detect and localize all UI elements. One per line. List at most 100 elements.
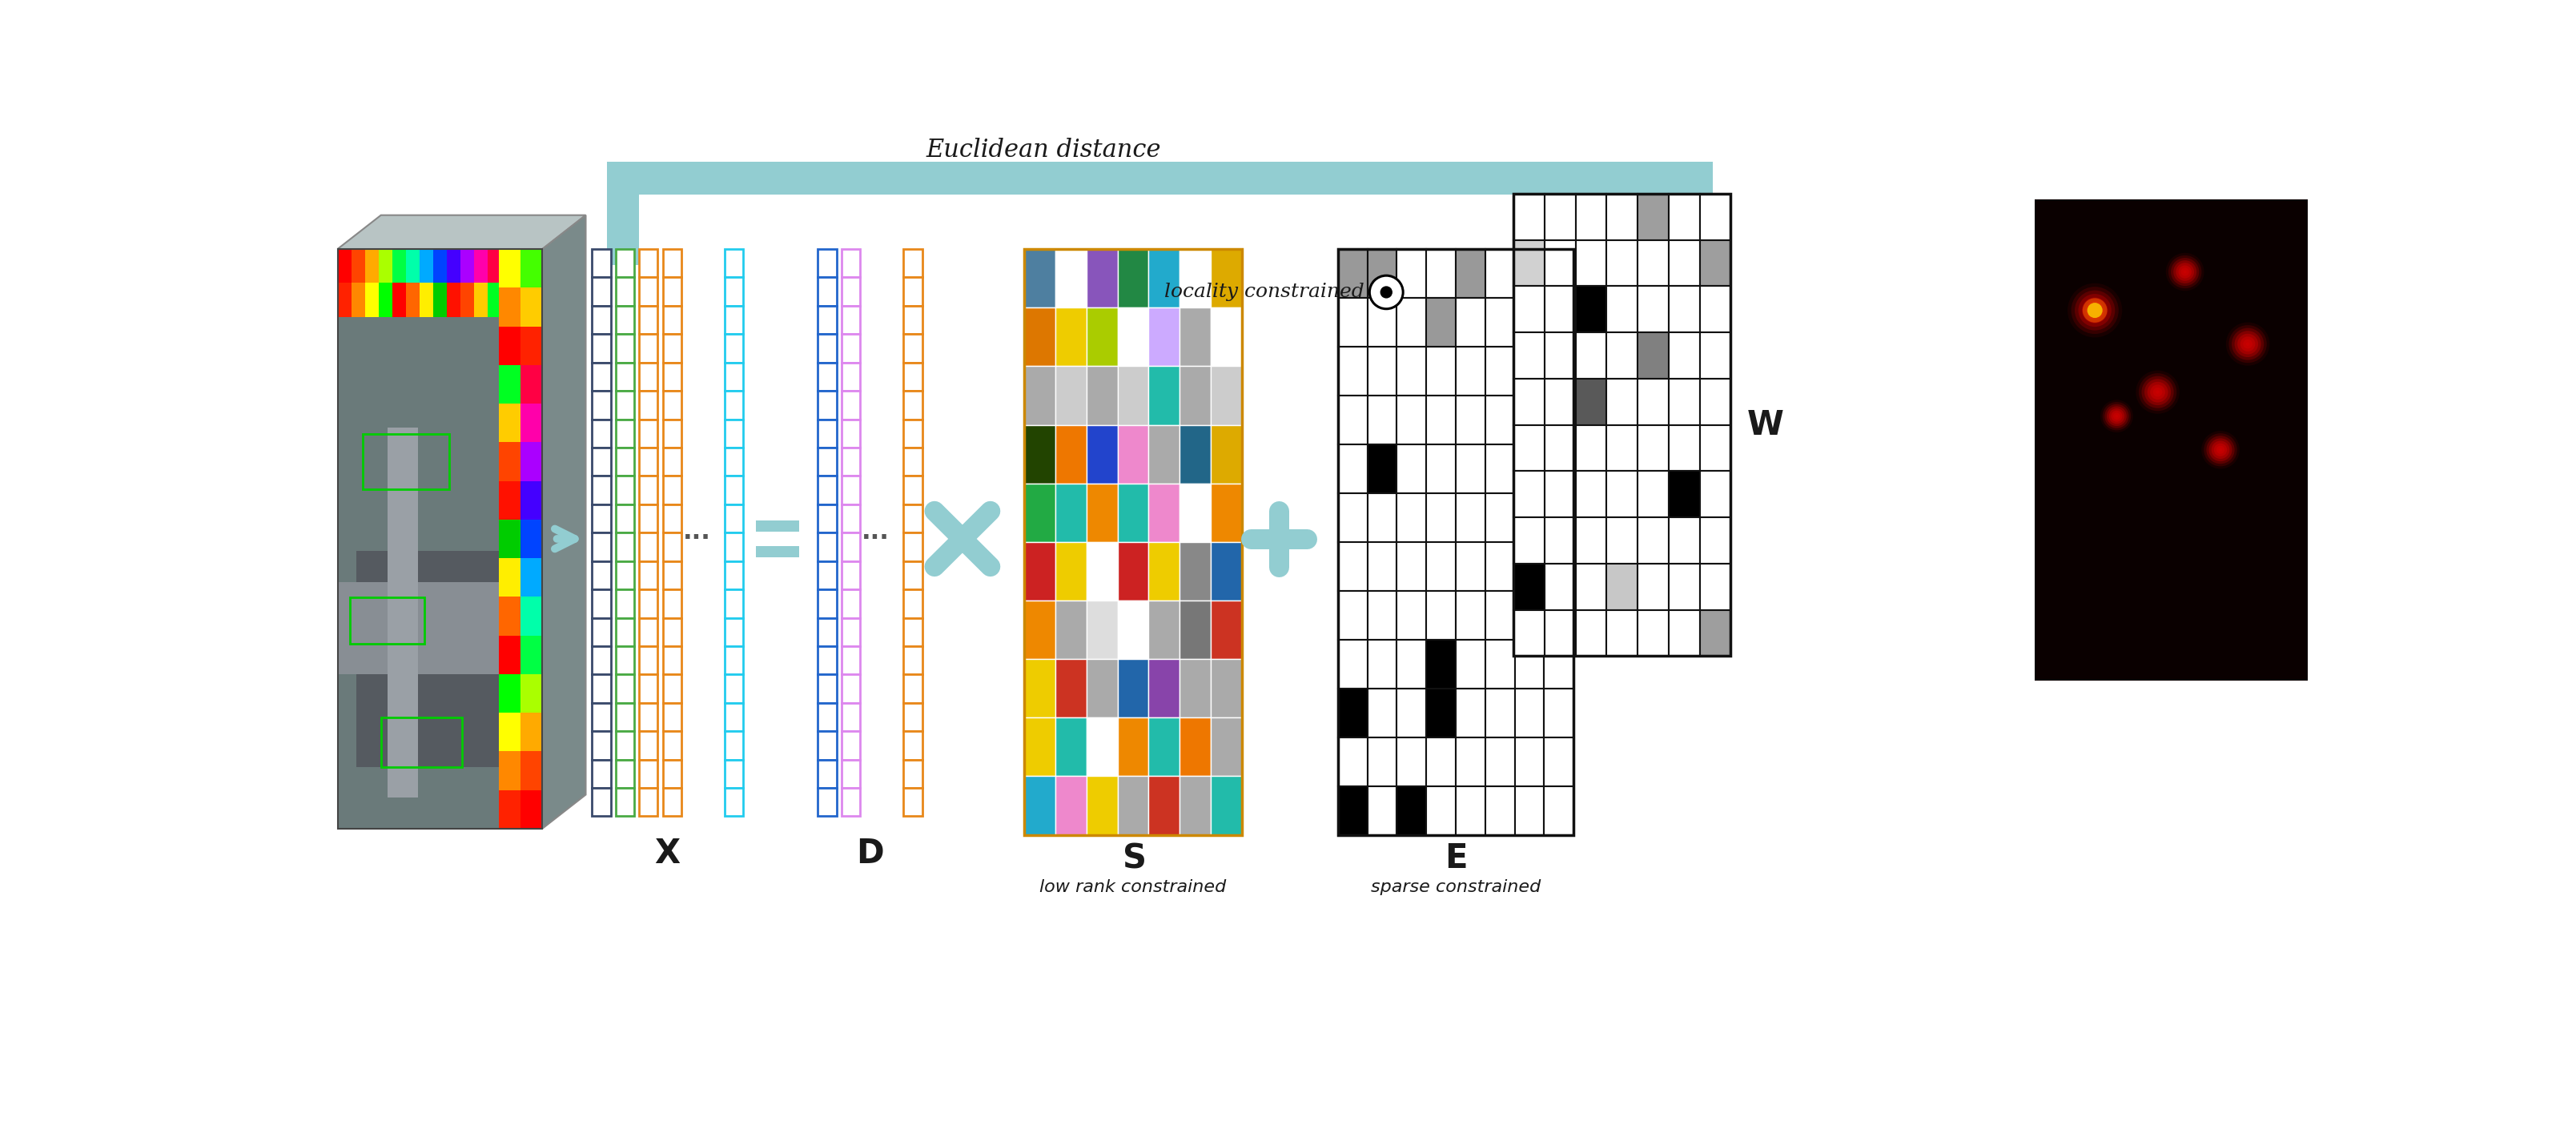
Bar	[1515, 737, 1543, 786]
Bar	[1515, 518, 1546, 564]
Bar	[1025, 776, 1056, 835]
Bar	[1025, 659, 1056, 718]
Bar	[1180, 659, 1211, 718]
Bar	[616, 249, 634, 278]
Bar	[1543, 786, 1574, 835]
Bar	[461, 249, 474, 284]
Bar	[1486, 639, 1515, 688]
Bar	[1455, 737, 1486, 786]
Bar	[592, 675, 611, 703]
Bar	[1149, 542, 1180, 601]
Bar	[1180, 249, 1211, 307]
Bar	[1025, 367, 1056, 425]
Bar	[1486, 298, 1515, 346]
Bar	[1515, 493, 1543, 542]
Bar	[520, 326, 544, 364]
Bar	[1180, 307, 1211, 367]
Circle shape	[2112, 411, 2123, 422]
Bar	[662, 504, 680, 532]
Bar	[1543, 591, 1574, 639]
Bar	[842, 249, 860, 278]
Bar	[1577, 240, 1607, 286]
Bar	[842, 590, 860, 618]
Bar	[1368, 249, 1396, 298]
Bar	[616, 561, 634, 590]
Bar	[1427, 639, 1455, 688]
Bar	[592, 703, 611, 731]
Bar	[1515, 396, 1543, 444]
Circle shape	[2071, 287, 2117, 334]
Bar	[842, 532, 860, 561]
Bar	[755, 547, 799, 557]
Circle shape	[2231, 328, 2264, 360]
Bar	[616, 476, 634, 504]
Bar	[592, 759, 611, 788]
Bar	[842, 787, 860, 817]
Bar	[842, 675, 860, 703]
Bar	[639, 476, 657, 504]
Bar	[639, 532, 657, 561]
Bar	[1455, 249, 1486, 298]
Bar	[500, 596, 520, 636]
Bar	[1149, 484, 1180, 542]
Bar	[1486, 737, 1515, 786]
Bar	[662, 420, 680, 448]
Bar	[639, 390, 657, 420]
Bar	[1700, 240, 1731, 286]
Bar	[639, 504, 657, 532]
Circle shape	[2218, 448, 2223, 451]
Bar	[1149, 307, 1180, 367]
Bar	[1515, 249, 1543, 298]
Bar	[1543, 346, 1574, 396]
Bar	[1427, 396, 1455, 444]
Bar	[1118, 425, 1149, 484]
Bar	[639, 334, 657, 362]
Bar	[1486, 688, 1515, 737]
Bar	[1056, 307, 1087, 367]
Bar	[592, 306, 611, 334]
Bar	[592, 504, 611, 532]
Bar	[1577, 332, 1607, 378]
Bar	[1368, 444, 1396, 493]
Bar	[520, 480, 544, 520]
Bar	[1368, 737, 1396, 786]
Bar	[616, 618, 634, 646]
Bar	[1396, 396, 1427, 444]
Bar	[1455, 542, 1486, 591]
Bar	[1669, 332, 1700, 378]
Circle shape	[2210, 441, 2231, 459]
Bar	[1211, 484, 1242, 542]
Bar	[616, 420, 634, 448]
Circle shape	[2087, 302, 2105, 320]
Bar	[392, 249, 407, 284]
Bar	[500, 326, 520, 364]
Bar	[1546, 564, 1577, 610]
Bar	[724, 618, 744, 646]
Bar	[1337, 688, 1368, 737]
Bar	[817, 504, 837, 532]
Bar	[1337, 396, 1368, 444]
Bar	[1396, 444, 1427, 493]
Bar	[1025, 542, 1056, 601]
Bar	[662, 703, 680, 731]
Bar	[1455, 639, 1486, 688]
Bar	[1118, 776, 1149, 835]
Bar	[1607, 193, 1638, 240]
Bar	[1087, 718, 1118, 776]
Bar	[433, 249, 446, 284]
Bar	[592, 618, 611, 646]
Bar	[1056, 601, 1087, 659]
Bar	[616, 759, 634, 788]
Bar	[1515, 610, 1546, 656]
Bar	[1455, 591, 1486, 639]
Bar	[502, 249, 515, 284]
Bar	[1515, 378, 1546, 425]
Circle shape	[2156, 390, 2159, 394]
Bar	[1337, 249, 1368, 298]
Bar	[528, 249, 544, 284]
Bar	[1118, 367, 1149, 425]
Bar	[1211, 249, 1242, 307]
Bar	[1455, 493, 1486, 542]
Bar	[1337, 542, 1368, 591]
Circle shape	[2239, 334, 2259, 354]
